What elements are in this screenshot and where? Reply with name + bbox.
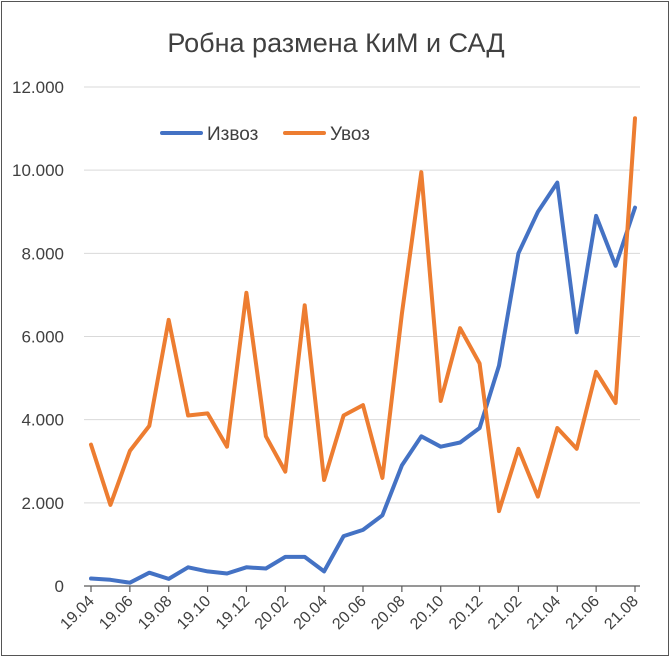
- x-tick-label: 20.04: [291, 593, 331, 633]
- chart-title: Робна размена КиМ и САД: [167, 28, 504, 58]
- x-tick-label: 19.08: [135, 593, 175, 633]
- y-tick-labels: 0 2.000 4.000 6.000 8.000 10.000 12.000: [12, 78, 64, 596]
- y-tick-label: 4.000: [21, 411, 64, 430]
- x-tick-label: 20.06: [329, 593, 369, 633]
- y-tick-label: 12.000: [12, 78, 64, 97]
- x-tick-label: 20.02: [252, 593, 292, 633]
- y-tick-label: 6.000: [21, 328, 64, 347]
- x-tick-label: 19.04: [57, 593, 97, 633]
- y-tick-label: 10.000: [12, 161, 64, 180]
- y-tick-label: 8.000: [21, 244, 64, 263]
- x-tick-label: 20.12: [446, 593, 486, 633]
- series-lines: [89, 116, 637, 585]
- series-line-izvoz: [89, 180, 637, 585]
- legend: Извоз Увоз: [160, 124, 370, 145]
- y-tick-label: 2.000: [21, 494, 64, 513]
- x-tick-label: 21.08: [601, 593, 641, 633]
- x-tick-labels: 19.0419.0619.0819.1019.1220.0220.0420.06…: [57, 586, 642, 633]
- x-tick-label: 19.06: [96, 593, 136, 633]
- x-tick-label: 20.08: [368, 593, 408, 633]
- x-tick-label: 21.02: [485, 593, 525, 633]
- legend-label-uvoz: Увоз: [330, 124, 370, 145]
- x-tick-label: 20.10: [407, 593, 447, 633]
- x-tick-label: 21.06: [563, 593, 603, 633]
- x-tick-label: 19.12: [213, 593, 253, 633]
- grid-lines: [84, 86, 640, 504]
- y-tick-label: 0: [55, 577, 64, 596]
- legend-label-izvoz: Извоз: [207, 124, 258, 145]
- x-tick-label: 19.10: [174, 593, 214, 633]
- series-line-uvoz: [89, 116, 637, 514]
- x-tick-label: 21.04: [524, 593, 564, 633]
